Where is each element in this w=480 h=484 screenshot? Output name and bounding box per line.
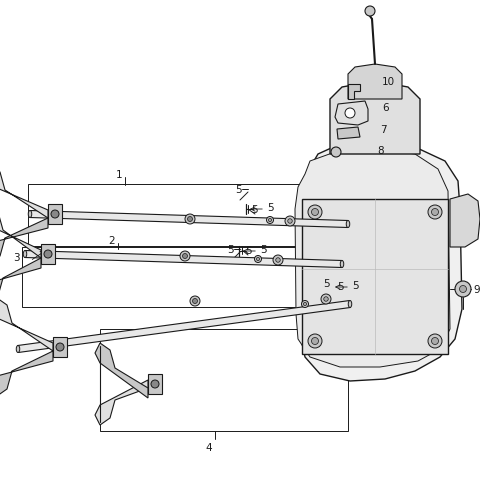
- Text: 5: 5: [352, 280, 359, 290]
- Circle shape: [182, 254, 188, 259]
- Text: 5: 5: [267, 203, 274, 212]
- Ellipse shape: [16, 346, 20, 353]
- Circle shape: [428, 334, 442, 348]
- Ellipse shape: [346, 221, 350, 228]
- Text: 5: 5: [337, 281, 344, 291]
- Polygon shape: [295, 150, 450, 367]
- Text: 10: 10: [382, 77, 395, 87]
- Bar: [28, 184, 323, 246]
- Polygon shape: [148, 374, 162, 394]
- Circle shape: [254, 256, 262, 263]
- Polygon shape: [0, 258, 41, 303]
- Bar: [22, 247, 312, 307]
- Circle shape: [185, 214, 195, 225]
- Text: 6: 6: [382, 103, 389, 113]
- Circle shape: [276, 258, 280, 263]
- Polygon shape: [95, 343, 148, 398]
- Circle shape: [308, 334, 322, 348]
- Ellipse shape: [340, 261, 344, 268]
- Polygon shape: [0, 298, 53, 351]
- Circle shape: [312, 338, 319, 345]
- Circle shape: [288, 219, 292, 224]
- Bar: [100, 329, 348, 431]
- Circle shape: [301, 301, 309, 308]
- Polygon shape: [53, 337, 67, 357]
- Text: 7: 7: [380, 125, 386, 135]
- Circle shape: [56, 343, 64, 351]
- Circle shape: [151, 380, 159, 388]
- Circle shape: [285, 216, 295, 227]
- Polygon shape: [48, 205, 62, 225]
- Text: 5: 5: [260, 244, 266, 255]
- Text: 5: 5: [245, 245, 252, 256]
- Circle shape: [303, 303, 307, 306]
- Polygon shape: [0, 166, 48, 219]
- Polygon shape: [302, 199, 448, 354]
- Text: 1: 1: [116, 170, 122, 180]
- Ellipse shape: [23, 251, 27, 258]
- Text: 5: 5: [324, 278, 330, 288]
- Polygon shape: [337, 128, 360, 140]
- Circle shape: [192, 299, 197, 304]
- Circle shape: [324, 297, 328, 302]
- Text: 8: 8: [377, 146, 384, 156]
- Circle shape: [312, 209, 319, 216]
- Circle shape: [365, 7, 375, 17]
- Text: 9: 9: [473, 285, 480, 294]
- Circle shape: [190, 296, 200, 306]
- Polygon shape: [0, 219, 48, 263]
- Polygon shape: [0, 351, 53, 396]
- Polygon shape: [298, 143, 462, 381]
- Polygon shape: [25, 251, 342, 268]
- Text: 4: 4: [206, 442, 212, 452]
- Circle shape: [428, 206, 442, 220]
- Circle shape: [432, 209, 439, 216]
- Polygon shape: [335, 102, 368, 126]
- Ellipse shape: [348, 301, 352, 308]
- Polygon shape: [348, 65, 402, 100]
- Polygon shape: [30, 211, 348, 228]
- Polygon shape: [18, 301, 350, 353]
- Text: 5: 5: [235, 184, 242, 195]
- Polygon shape: [95, 380, 148, 425]
- Text: 3: 3: [12, 253, 19, 262]
- Text: 2: 2: [108, 236, 115, 245]
- Polygon shape: [348, 85, 360, 100]
- Circle shape: [459, 286, 467, 293]
- Polygon shape: [41, 244, 55, 264]
- Circle shape: [188, 217, 192, 222]
- Circle shape: [51, 211, 59, 219]
- Polygon shape: [0, 206, 41, 258]
- Circle shape: [308, 206, 322, 220]
- Circle shape: [345, 109, 355, 119]
- Polygon shape: [450, 195, 480, 247]
- Text: 5: 5: [228, 244, 234, 255]
- Ellipse shape: [28, 211, 32, 218]
- Circle shape: [331, 148, 341, 158]
- Text: 5: 5: [251, 205, 258, 214]
- Circle shape: [268, 219, 272, 222]
- Circle shape: [266, 217, 274, 224]
- Circle shape: [273, 256, 283, 265]
- Circle shape: [44, 251, 52, 258]
- Circle shape: [432, 338, 439, 345]
- Circle shape: [180, 252, 190, 261]
- Circle shape: [321, 294, 331, 304]
- Circle shape: [256, 258, 260, 261]
- Polygon shape: [330, 82, 420, 155]
- Circle shape: [455, 281, 471, 297]
